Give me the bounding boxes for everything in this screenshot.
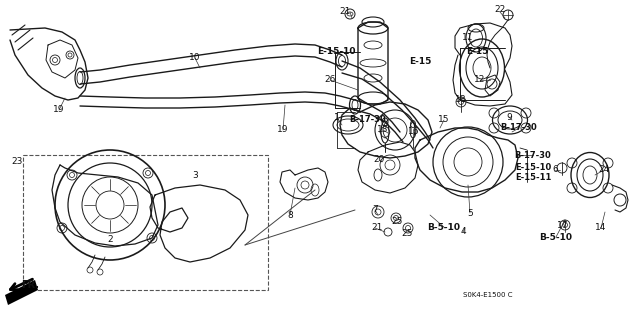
Text: 18: 18 <box>455 95 467 105</box>
Text: 23: 23 <box>12 158 22 167</box>
Text: FR.: FR. <box>21 280 39 290</box>
Text: 26: 26 <box>324 76 336 85</box>
Text: 3: 3 <box>192 170 198 180</box>
Text: 10: 10 <box>189 54 201 63</box>
Text: 4: 4 <box>460 227 466 236</box>
Text: E-15: E-15 <box>466 48 488 56</box>
Text: E-15-11: E-15-11 <box>515 174 551 182</box>
Text: 19: 19 <box>277 125 289 135</box>
Text: 20: 20 <box>373 155 385 165</box>
Text: 17: 17 <box>557 220 569 229</box>
Text: E-15-10: E-15-10 <box>317 48 355 56</box>
Text: S0K4-E1500 C: S0K4-E1500 C <box>463 292 513 298</box>
Text: 22: 22 <box>494 5 506 14</box>
Text: 7: 7 <box>372 205 378 214</box>
Text: 8: 8 <box>287 211 293 219</box>
Text: 24: 24 <box>598 166 610 174</box>
Text: 14: 14 <box>595 224 607 233</box>
Text: 25: 25 <box>391 218 403 226</box>
Text: 1: 1 <box>334 114 340 122</box>
Text: 13: 13 <box>377 125 388 135</box>
Text: B-17-30: B-17-30 <box>515 151 552 160</box>
Text: 11: 11 <box>462 33 474 42</box>
Text: 6: 6 <box>552 166 558 174</box>
Text: 9: 9 <box>506 113 512 122</box>
Text: 12: 12 <box>474 76 486 85</box>
Text: 15: 15 <box>438 115 450 124</box>
Text: 5: 5 <box>467 209 473 218</box>
Text: B-17-30: B-17-30 <box>349 115 387 124</box>
Text: 16: 16 <box>408 128 420 137</box>
Bar <box>23 155 268 290</box>
Text: B-5-10: B-5-10 <box>540 233 573 241</box>
Text: 2: 2 <box>107 235 113 244</box>
Text: 19: 19 <box>53 106 65 115</box>
Text: 21: 21 <box>339 8 351 17</box>
Text: B-5-10: B-5-10 <box>428 224 461 233</box>
Polygon shape <box>5 280 38 305</box>
Text: E-15-10: E-15-10 <box>515 162 551 172</box>
Text: 25: 25 <box>401 229 413 239</box>
Text: E-15: E-15 <box>409 57 431 66</box>
Text: B-17-30: B-17-30 <box>500 123 538 132</box>
Text: 21: 21 <box>371 224 383 233</box>
